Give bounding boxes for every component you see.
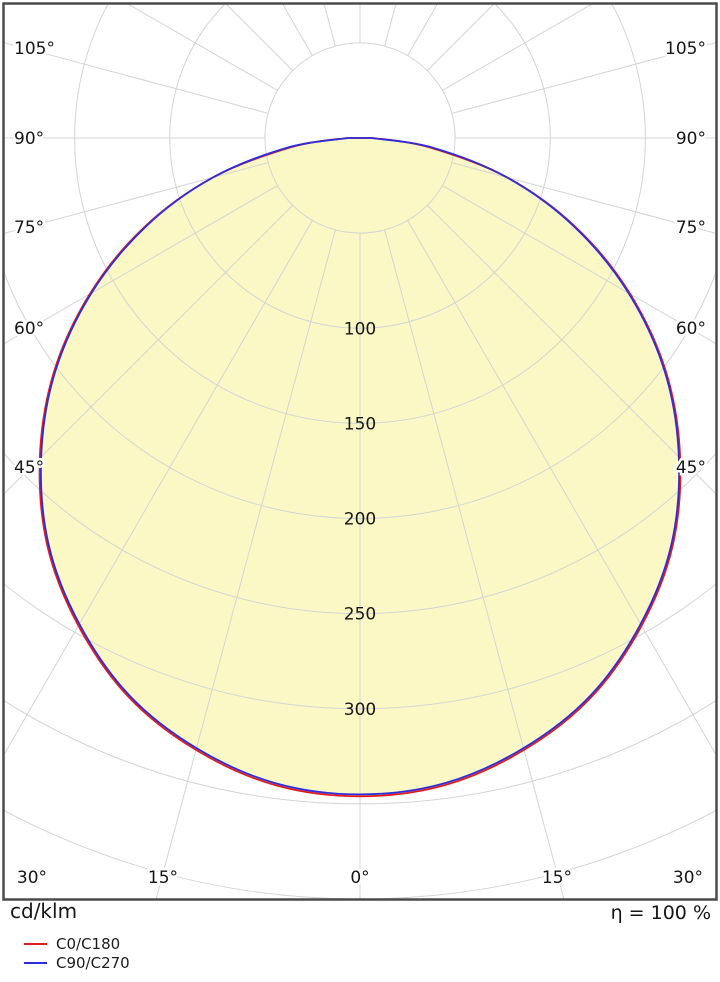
- angle-label: 90°: [676, 129, 706, 149]
- grid-ray: [407, 220, 717, 757]
- angle-label: 75°: [14, 218, 44, 238]
- grid-ray: [155, 229, 336, 900]
- grid-ray: [451, 41, 717, 114]
- ring-value-label: 200: [344, 510, 376, 530]
- efficiency-label: η = 100 %: [610, 902, 711, 924]
- angle-label: 60°: [14, 319, 44, 339]
- grid-ray: [426, 204, 717, 496]
- angle-label: 105°: [14, 39, 55, 59]
- grid-ray: [3, 162, 269, 235]
- legend-label-c0-c180: C0/C180: [56, 935, 121, 953]
- angle-label: 45°: [676, 458, 706, 478]
- legend-line-blue-icon: [24, 962, 47, 964]
- angle-labels-right: 105° 90° 75° 60° 45°: [663, 37, 709, 481]
- angle-label: 45°: [14, 458, 44, 478]
- legend-item-c90-c270: C90/C270: [24, 954, 130, 972]
- angle-label: 75°: [676, 218, 706, 238]
- grid-ray: [126, 3, 278, 91]
- angle-label: 60°: [676, 319, 706, 339]
- ring-value-label: 100: [344, 319, 376, 339]
- plot-border: [2, 2, 718, 901]
- angle-label: 30°: [17, 868, 47, 888]
- grid-ray: [3, 204, 294, 496]
- grid-ray: [3, 41, 269, 114]
- legend-line-red-icon: [24, 943, 47, 945]
- angle-label: 105°: [665, 39, 706, 59]
- grid-ray: [3, 185, 278, 345]
- angle-labels-bottom: 30° 15° 0° 15° 30°: [14, 866, 705, 891]
- ring-value-label: 300: [344, 700, 376, 720]
- legend-item-c0-c180: C0/C180: [24, 935, 130, 953]
- grid-ray: [384, 229, 565, 900]
- grid-ray: [442, 3, 594, 91]
- angle-label: 90°: [14, 129, 44, 149]
- ring-value-labels: 100 150 200 250 300: [344, 319, 376, 720]
- unit-label: cd/klm: [10, 899, 78, 923]
- grid-ray: [3, 220, 313, 757]
- ring-value-label: 250: [344, 605, 376, 625]
- grid-ray: [451, 162, 717, 235]
- angle-labels-left: 105° 90° 75° 60° 45°: [12, 37, 58, 481]
- angle-label: 15°: [148, 868, 178, 888]
- angle-label: 30°: [673, 868, 703, 888]
- angle-label: 15°: [542, 868, 572, 888]
- legend-label-c90-c270: C90/C270: [56, 954, 130, 972]
- ring-value-label: 150: [344, 414, 376, 434]
- curve-c90-c270: [40, 137, 680, 796]
- legend: C0/C180 C90/C270: [24, 935, 130, 972]
- grid-ray: [442, 185, 717, 345]
- angle-label: 0°: [350, 868, 369, 888]
